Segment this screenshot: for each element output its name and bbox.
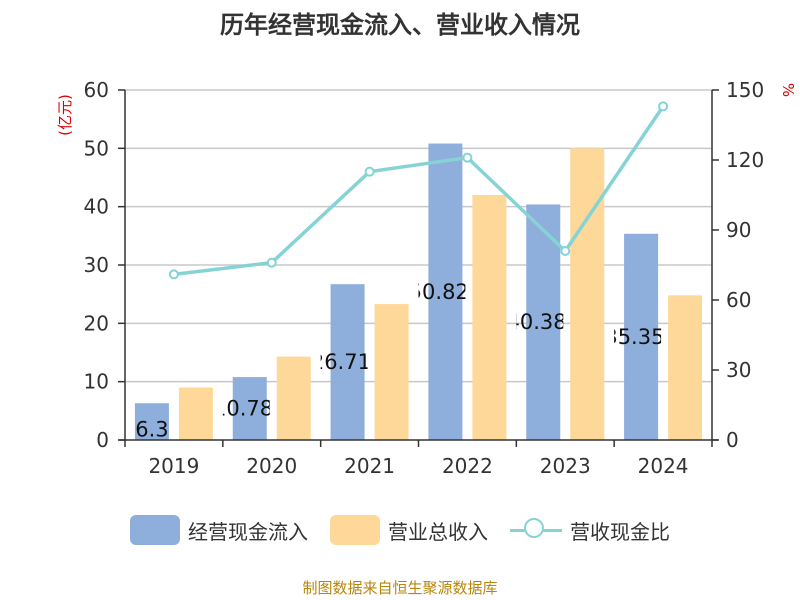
x-tick-label: 2023 — [540, 454, 591, 478]
legend-item-cash-ratio[interactable]: 营收现金比 — [510, 515, 670, 545]
bar-cash-inflow — [232, 377, 267, 440]
y-left-tick-label: 0 — [96, 428, 109, 452]
data-labels: 6.3 10.789 26.711 50.821 40.381 35.352 — [135, 280, 677, 442]
y-left-axis-title: (亿元) — [56, 94, 74, 136]
y-left-tick-label: 30 — [84, 253, 109, 277]
bar-cash-inflow — [526, 204, 561, 440]
y-left-tick-label: 10 — [84, 370, 109, 394]
legend-label-cash-inflow: 经营现金流入 — [188, 519, 308, 544]
bar-revenue — [668, 295, 703, 440]
y-right-tick-label: 30 — [726, 358, 751, 382]
bar-revenue — [472, 195, 507, 440]
line-point-cash-ratio — [168, 269, 179, 280]
legend-swatch-revenue — [330, 515, 380, 545]
legend-item-revenue[interactable]: 营业总收入 — [330, 515, 488, 545]
y-right-axis-title: % — [779, 83, 797, 97]
legend-item-cash-inflow[interactable]: 经营现金流入 — [130, 515, 308, 545]
line-cash-ratio — [173, 105, 665, 277]
x-tick-label: 2020 — [246, 454, 297, 478]
line-point-cash-ratio — [462, 152, 473, 163]
y-right-tick-label: 60 — [726, 288, 751, 312]
line-point-cash-ratio — [560, 246, 571, 256]
line-series — [168, 101, 669, 280]
line-point-cash-ratio — [266, 257, 277, 268]
bar-series — [134, 143, 703, 441]
source-note: 制图数据来自恒生聚源数据库 — [302, 579, 498, 597]
line-point-cash-ratio — [364, 166, 375, 177]
bar-cash-inflow — [330, 284, 365, 440]
y-left-tick-label: 20 — [84, 311, 109, 335]
legend: 经营现金流入 营业总收入 营收现金比 — [0, 515, 800, 545]
chart-title: 历年经营现金流入、营业收入情况 — [220, 11, 580, 39]
axes: 0 10 20 30 40 50 60 0 30 60 90 120 150 2019 2020 2021 20… — [56, 78, 797, 478]
y-right-tick-label: 120 — [726, 148, 764, 172]
y-left-tick-label: 50 — [84, 136, 109, 160]
x-tick-label: 2021 — [344, 454, 395, 478]
legend-swatch-cash-inflow — [130, 515, 180, 545]
bar-cash-inflow — [624, 233, 659, 440]
legend-label-cash-ratio: 营收现金比 — [570, 519, 670, 544]
y-right-tick-label: 0 — [726, 428, 739, 452]
x-tick-label: 2022 — [442, 454, 493, 478]
bar-revenue — [276, 356, 311, 440]
legend-label-revenue: 营业总收入 — [388, 519, 488, 544]
grid-lines — [125, 89, 712, 383]
bar-revenue — [570, 148, 605, 441]
bar-cash-inflow — [134, 403, 169, 440]
y-left-tick-label: 40 — [84, 195, 109, 219]
data-label-cash-inflow: 6.3 — [135, 418, 168, 442]
y-right-tick-label: 150 — [726, 78, 764, 102]
line-point-cash-ratio — [658, 101, 669, 112]
y-left-tick-label: 60 — [84, 78, 109, 102]
data-label-cash-inflow: 26.711 — [311, 350, 384, 374]
x-tick-label: 2019 — [148, 454, 199, 478]
bar-revenue — [178, 387, 213, 440]
data-label-cash-inflow: 40.381 — [507, 310, 580, 334]
legend-swatch-cash-ratio — [510, 515, 562, 545]
y-right-tick-label: 90 — [726, 218, 751, 242]
bar-revenue — [374, 304, 409, 440]
data-label-cash-inflow: 50.821 — [409, 280, 482, 304]
data-label-cash-inflow: 35.352 — [604, 325, 677, 349]
x-tick-label: 2024 — [638, 454, 689, 478]
data-label-cash-inflow: 10.789 — [213, 397, 286, 421]
bar-cash-inflow — [428, 143, 463, 440]
